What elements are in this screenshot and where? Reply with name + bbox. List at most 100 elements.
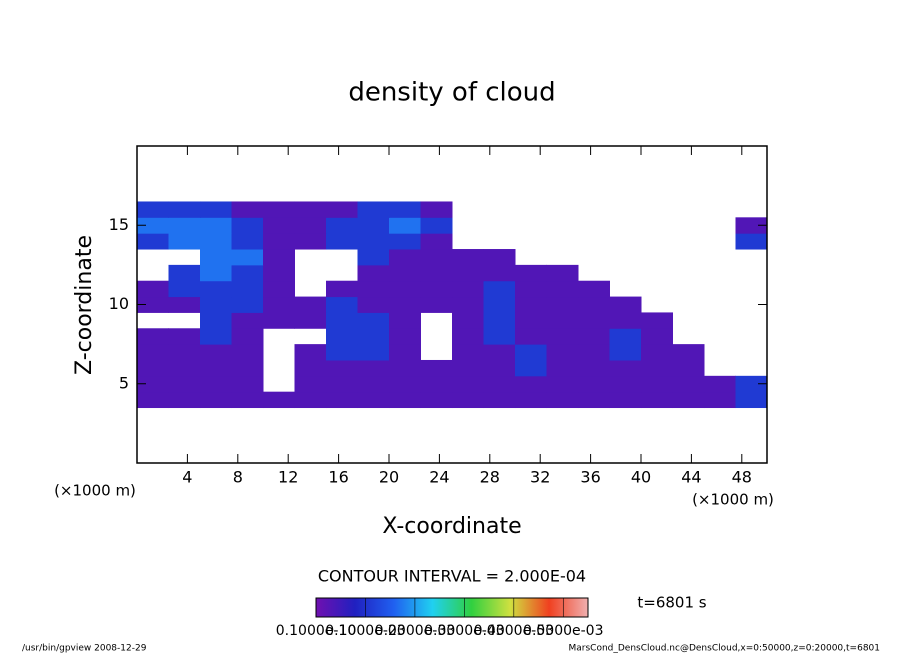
cell: [546, 344, 579, 361]
cell: [137, 344, 169, 361]
cell: [483, 344, 516, 361]
cell: [357, 296, 390, 313]
cell: [609, 375, 642, 393]
cell: [515, 296, 547, 313]
cell: [515, 375, 547, 393]
cell: [641, 359, 673, 377]
cell: [389, 359, 421, 377]
x-tick-label: 12: [278, 468, 298, 487]
colorbar: [315, 597, 589, 618]
cell: [578, 328, 610, 345]
cell: [546, 312, 579, 329]
cell: [326, 280, 358, 298]
cell: [137, 359, 169, 377]
cell: [389, 296, 421, 313]
cell: [389, 391, 421, 409]
cell: [200, 359, 232, 377]
cell: [389, 375, 421, 393]
x-tick-label: 40: [631, 468, 651, 487]
cell: [452, 375, 484, 393]
cell: [200, 312, 232, 329]
cell: [263, 201, 295, 218]
cell: [483, 312, 516, 329]
cell: [420, 249, 453, 266]
colorbar-tick-label: 0.3000e-03: [424, 623, 504, 639]
cell: [420, 201, 453, 218]
cell: [326, 201, 358, 218]
cell: [357, 264, 390, 282]
cell: [357, 280, 390, 298]
x-unit-left: (×1000 m): [54, 482, 136, 500]
cell: [326, 359, 358, 377]
cell: [200, 233, 232, 250]
cell: [294, 344, 327, 361]
cell: [200, 201, 232, 218]
cell: [200, 391, 232, 409]
cell: [452, 312, 484, 329]
cell: [326, 391, 358, 409]
cell: [357, 328, 390, 345]
cell: [609, 328, 642, 345]
cell: [294, 296, 327, 313]
cell: [704, 391, 736, 409]
cell: [263, 296, 295, 313]
cell: [168, 328, 201, 345]
cell: [578, 375, 610, 393]
x-tick-label: 20: [379, 468, 399, 487]
cell: [452, 280, 484, 298]
cell: [231, 280, 264, 298]
cell: [231, 264, 264, 282]
cell: [641, 391, 673, 409]
cell: [420, 264, 453, 282]
cell: [483, 296, 516, 313]
cell: [389, 217, 421, 234]
cell: [200, 249, 232, 266]
cell: [452, 391, 484, 409]
cell: [326, 328, 358, 345]
cell: [515, 359, 547, 377]
colorbar-tick-label: 0.1000e-10: [276, 623, 356, 639]
cell: [231, 296, 264, 313]
x-tick-label: 8: [233, 468, 243, 487]
cell: [200, 217, 232, 234]
cell: [200, 344, 232, 361]
cell: [735, 375, 768, 393]
x-tick-label: 36: [580, 468, 600, 487]
cell: [168, 344, 201, 361]
cell: [515, 344, 547, 361]
cell: [641, 344, 673, 361]
cell: [578, 296, 610, 313]
time-label: t=6801 s: [637, 594, 706, 612]
cell: [137, 217, 169, 234]
cell: [263, 391, 295, 409]
cell: [515, 280, 547, 298]
cell: [672, 344, 705, 361]
cell: [420, 375, 453, 393]
cell: [420, 233, 453, 250]
y-axis-label: Z-coordinate: [72, 235, 97, 375]
cell: [168, 391, 201, 409]
cell: [546, 296, 579, 313]
cell: [294, 359, 327, 377]
colorbar-tick-label: 0.4000e-03: [474, 623, 554, 639]
cell: [231, 201, 264, 218]
x-tick-label: 48: [732, 468, 752, 487]
cell: [294, 233, 327, 250]
cell: [168, 233, 201, 250]
x-unit-right: (×1000 m): [692, 491, 774, 509]
cell: [672, 391, 705, 409]
cell: [137, 391, 169, 409]
cell: [672, 375, 705, 393]
cell: [294, 375, 327, 393]
cell: [200, 280, 232, 298]
cell: [389, 249, 421, 266]
cell: [735, 217, 768, 234]
cell: [483, 391, 516, 409]
cell: [294, 312, 327, 329]
cell: [452, 359, 484, 377]
cell: [294, 217, 327, 234]
cell: [137, 375, 169, 393]
cell: [389, 312, 421, 329]
cell: [263, 217, 295, 234]
x-tick-label: 32: [530, 468, 550, 487]
